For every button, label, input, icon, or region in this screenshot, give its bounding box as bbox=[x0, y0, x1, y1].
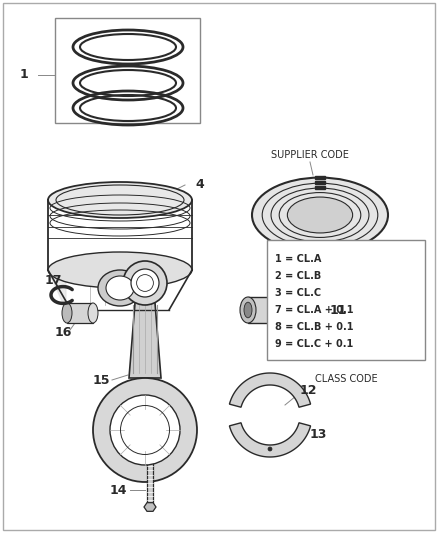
Polygon shape bbox=[48, 270, 66, 310]
Text: 7 = CL.A + 0.1: 7 = CL.A + 0.1 bbox=[275, 305, 353, 315]
Text: 8 = CL.B + 0.1: 8 = CL.B + 0.1 bbox=[275, 322, 353, 332]
Bar bbox=[67, 303, 93, 323]
Circle shape bbox=[110, 395, 180, 465]
Ellipse shape bbox=[252, 177, 388, 253]
Text: 13: 13 bbox=[310, 429, 327, 441]
Text: 14: 14 bbox=[110, 483, 127, 497]
Text: 17: 17 bbox=[45, 273, 63, 287]
Circle shape bbox=[268, 447, 272, 451]
Bar bbox=[315, 185, 325, 189]
Text: CLASS CODE: CLASS CODE bbox=[314, 374, 377, 384]
Polygon shape bbox=[144, 503, 156, 511]
Ellipse shape bbox=[106, 276, 134, 300]
Bar bbox=[147, 460, 153, 505]
Bar bbox=[315, 181, 325, 184]
Ellipse shape bbox=[240, 297, 256, 323]
Bar bbox=[248, 297, 312, 323]
Ellipse shape bbox=[98, 270, 142, 306]
Text: 16: 16 bbox=[55, 327, 72, 340]
Text: 1: 1 bbox=[20, 69, 29, 82]
Text: SUPPLIER CODE: SUPPLIER CODE bbox=[271, 150, 349, 160]
Polygon shape bbox=[129, 283, 161, 378]
Ellipse shape bbox=[62, 303, 72, 323]
Text: 9 = CL.C + 0.1: 9 = CL.C + 0.1 bbox=[275, 339, 353, 349]
Text: 4: 4 bbox=[195, 179, 204, 191]
Ellipse shape bbox=[304, 297, 320, 323]
Polygon shape bbox=[230, 423, 311, 457]
Circle shape bbox=[93, 378, 197, 482]
Bar bbox=[315, 175, 325, 179]
Ellipse shape bbox=[48, 252, 192, 288]
Circle shape bbox=[131, 269, 159, 297]
Bar bbox=[55, 18, 200, 123]
Polygon shape bbox=[230, 373, 311, 407]
Text: 12: 12 bbox=[300, 384, 318, 397]
Text: 15: 15 bbox=[93, 374, 110, 386]
Text: 11: 11 bbox=[330, 303, 347, 317]
Ellipse shape bbox=[48, 182, 192, 218]
Text: 1 = CL.A: 1 = CL.A bbox=[275, 254, 321, 264]
Text: 3 = CL.C: 3 = CL.C bbox=[275, 288, 321, 298]
FancyBboxPatch shape bbox=[267, 240, 425, 360]
Circle shape bbox=[123, 261, 167, 305]
Ellipse shape bbox=[244, 302, 252, 318]
Ellipse shape bbox=[287, 197, 353, 233]
Text: 2 = CL.B: 2 = CL.B bbox=[275, 271, 321, 281]
Ellipse shape bbox=[88, 303, 98, 323]
